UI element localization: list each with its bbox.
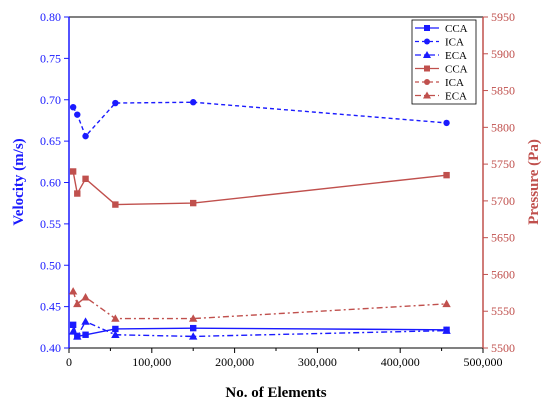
right-tick-label: 5750 [491, 157, 515, 171]
velocity-ica-marker [69, 103, 77, 111]
right-axis-title: Pressure (Pa) [526, 139, 542, 225]
right-axis-ticks: 5500 5550 5600 5650 5700 5750 5800 5850 5900 5950 [483, 10, 515, 355]
velocity-cca-marker [190, 324, 197, 332]
legend-velocity-ica-marker [424, 38, 430, 45]
legend-velocity-eca-marker [423, 51, 431, 58]
left-tick-label: 0.65 [40, 134, 61, 148]
left-tick-label: 0.70 [40, 93, 61, 107]
x-tick-label: 500,000 [464, 355, 503, 369]
legend-pressure-eca-label: ECA [445, 91, 467, 103]
velocity-ica-marker [190, 99, 197, 106]
left-axis-ticks: 0.40 0.45 0.50 0.55 0.60 0.65 0.70 0.75 0.80 [40, 10, 69, 355]
velocity-eca-marker [442, 326, 451, 334]
right-tick-label: 5650 [491, 231, 515, 245]
left-tick-label: 0.50 [40, 258, 61, 272]
pressure-eca-marker [73, 299, 82, 308]
pressure-eca-series [68, 287, 451, 322]
pressure-eca-marker [68, 287, 78, 295]
legend-pressure-cca-label: CCA [445, 64, 468, 76]
pressure-cca-marker [190, 199, 197, 207]
left-tick-label: 0.55 [40, 217, 61, 231]
left-tick-label: 0.40 [40, 341, 61, 355]
velocity-eca-marker [68, 327, 78, 335]
legend-pressure-eca-marker [423, 91, 431, 99]
velocity-cca-marker [82, 331, 89, 338]
series-layer [68, 99, 451, 340]
velocity-cca-series [69, 321, 450, 340]
pressure-eca-marker [189, 314, 198, 322]
velocity-ica-marker [112, 99, 119, 107]
right-tick-label: 5700 [491, 194, 515, 208]
legend-velocity-ica-label: ICA [445, 37, 464, 49]
velocity-ica-marker [443, 119, 450, 127]
legend-velocity-eca-label: ECA [445, 50, 467, 62]
right-tick-label: 5550 [491, 304, 515, 318]
pressure-eca-marker [111, 314, 120, 322]
x-tick-label: 400,000 [381, 355, 420, 369]
velocity-eca-marker [73, 332, 82, 340]
left-axis-title: Velocity (m/s) [11, 138, 27, 225]
left-tick-label: 0.80 [40, 10, 61, 24]
right-tick-label: 5800 [491, 120, 515, 134]
right-tick-label: 5950 [491, 10, 515, 24]
pressure-eca-line [72, 291, 447, 320]
x-tick-label: 100,000 [132, 355, 171, 369]
x-axis-ticks: 0 100,000 200,000 300,000 400,000 500,000 [66, 348, 503, 369]
velocity-eca-marker [189, 332, 198, 340]
left-tick-label: 0.75 [40, 51, 61, 65]
pressure-eca-marker [81, 293, 90, 301]
pressure-cca-marker [443, 171, 450, 179]
velocity-cca-marker [112, 325, 119, 333]
legend-velocity-cca-label: CCA [445, 23, 468, 35]
legend-pressure-ica-label: ICA [445, 77, 464, 89]
velocity-ica-marker [82, 132, 89, 140]
x-tick-label: 200,000 [215, 355, 254, 369]
legend-pressure-ica-marker [424, 79, 430, 85]
pressure-cca-marker [69, 168, 77, 175]
pressure-cca-line [72, 171, 447, 206]
pressure-cca-series [69, 168, 450, 208]
velocity-eca-marker [111, 330, 120, 338]
left-tick-label: 0.60 [40, 176, 61, 190]
legend-velocity-cca-marker [424, 25, 430, 31]
right-tick-label: 5850 [491, 84, 515, 98]
right-tick-label: 5900 [491, 47, 515, 61]
velocity-eca-series [68, 317, 451, 340]
pressure-cca-marker [74, 190, 81, 197]
x-axis-title: No. of Elements [225, 385, 326, 401]
pressure-eca-marker [442, 299, 451, 308]
legend-box [411, 19, 477, 105]
velocity-cca-marker [69, 321, 77, 329]
velocity-ica-series [69, 99, 450, 140]
left-tick-label: 0.45 [40, 300, 61, 314]
pressure-cca-marker [112, 201, 119, 208]
velocity-eca-marker [81, 317, 90, 325]
right-tick-label: 5600 [491, 267, 515, 281]
legend-pressure-cca-marker [424, 65, 430, 72]
x-tick-label: 300,000 [298, 355, 337, 369]
pressure-cca-marker [82, 175, 89, 183]
velocity-ica-line [72, 101, 447, 138]
right-tick-label: 5500 [491, 341, 515, 355]
velocity-ica-marker [74, 111, 81, 118]
x-tick-label: 0 [66, 355, 72, 369]
